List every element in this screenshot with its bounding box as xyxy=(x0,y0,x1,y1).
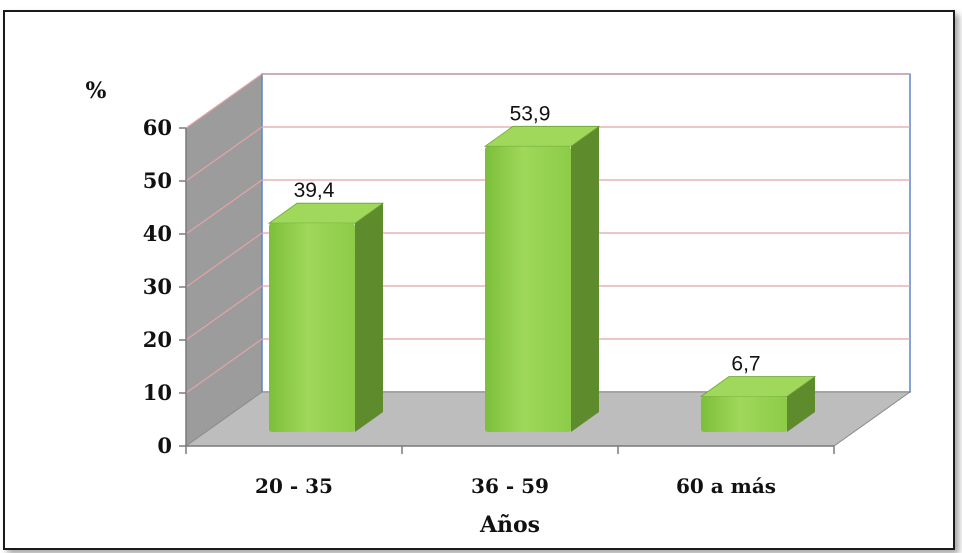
y-tick-label: 10 xyxy=(143,380,172,405)
gridline-side xyxy=(185,179,263,235)
data-label: 39,4 xyxy=(294,179,335,202)
bar xyxy=(699,376,817,432)
y-axis-label: % xyxy=(86,78,107,104)
bar-front xyxy=(701,396,787,432)
gridline-side xyxy=(185,73,263,129)
y-tick-label: 20 xyxy=(143,327,172,352)
gridline-side xyxy=(185,126,263,182)
data-label: 53,9 xyxy=(510,102,551,125)
y-tick-label: 0 xyxy=(157,433,172,458)
x-tick-label: 36 - 59 xyxy=(471,474,549,498)
y-tick-label: 50 xyxy=(143,168,172,193)
x-tick-label: 60 a más xyxy=(676,474,776,498)
y-tick-label: 40 xyxy=(143,221,172,246)
gridline-side xyxy=(185,338,263,394)
gridline-side xyxy=(185,232,263,288)
y-tick-label: 30 xyxy=(143,274,172,299)
bar-front xyxy=(269,223,355,432)
x-tick-label: 20 - 35 xyxy=(255,474,333,498)
y-tick-label: 60 xyxy=(143,115,172,140)
data-label: 6,7 xyxy=(731,352,760,375)
bar-side xyxy=(571,126,599,432)
bar-side xyxy=(787,376,815,432)
gridline-side xyxy=(185,285,263,341)
x-axis-label: Años xyxy=(479,512,540,538)
bar-front xyxy=(485,146,571,432)
bar xyxy=(483,125,601,432)
bar-side xyxy=(355,203,383,432)
bar xyxy=(267,202,385,432)
